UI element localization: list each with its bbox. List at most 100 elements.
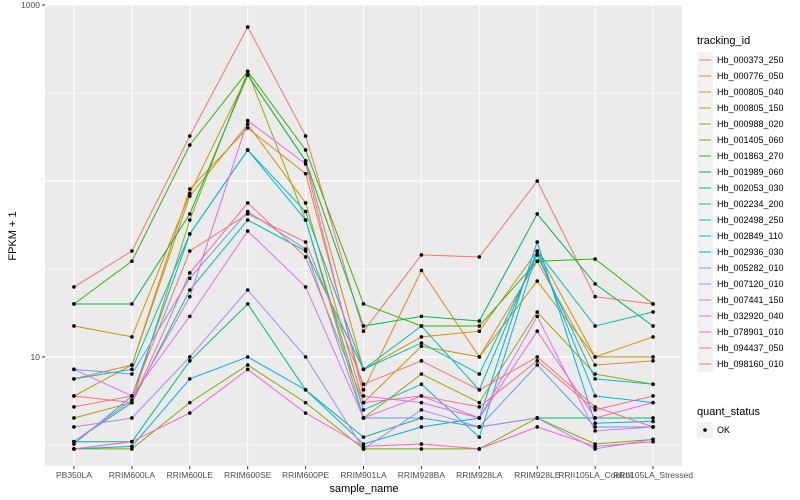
- legend-title: tracking_id: [697, 35, 750, 47]
- data-point: [593, 257, 597, 261]
- data-point: [593, 447, 597, 451]
- data-point: [245, 73, 250, 77]
- data-point: [361, 444, 366, 449]
- data-point: [361, 388, 366, 392]
- data-point: [593, 363, 597, 367]
- legend-label: Hb_001863_270: [717, 151, 784, 161]
- data-point: [130, 444, 134, 449]
- data-point: [535, 355, 540, 359]
- legend-label: Hb_000805_150: [717, 103, 784, 113]
- data-point: [187, 400, 192, 405]
- x-tick-label: RRIM928LE: [514, 470, 561, 480]
- data-point: [130, 400, 134, 405]
- data-point: [187, 232, 192, 236]
- data-point: [419, 442, 424, 446]
- data-point: [303, 201, 308, 205]
- data-point: [535, 249, 540, 253]
- data-point: [651, 355, 655, 359]
- data-point: [361, 302, 366, 306]
- data-point: [245, 288, 250, 292]
- data-point: [535, 416, 540, 420]
- y-axis-title: FPKM + 1: [7, 211, 19, 260]
- data-point: [187, 314, 192, 319]
- legend-label: Hb_005282_010: [717, 263, 784, 273]
- x-tick-label: RRIM901LA: [340, 470, 387, 480]
- data-point: [361, 382, 366, 386]
- data-point: [477, 255, 482, 259]
- data-point: [535, 314, 540, 319]
- data-point: [303, 159, 308, 163]
- x-tick-label: RRIM600SE: [224, 470, 272, 480]
- data-point: [245, 25, 250, 29]
- data-point: [651, 425, 655, 429]
- data-point: [651, 416, 655, 420]
- data-point: [535, 179, 540, 183]
- data-point: [303, 240, 308, 244]
- data-point: [72, 367, 76, 372]
- data-point: [593, 324, 597, 328]
- data-point: [593, 405, 597, 409]
- data-point: [651, 400, 655, 405]
- x-tick-label: RRIM600PE: [282, 470, 330, 480]
- data-point: [651, 394, 655, 398]
- data-point: [477, 400, 482, 405]
- data-point: [477, 447, 482, 451]
- data-point: [419, 372, 424, 376]
- data-point: [419, 425, 424, 429]
- data-point: [245, 212, 250, 216]
- data-point: [187, 294, 192, 299]
- data-point: [593, 408, 597, 412]
- data-point: [187, 271, 192, 275]
- data-point: [651, 382, 655, 386]
- legend-label: Hb_098160_010: [717, 359, 784, 369]
- legend-label: Hb_001405_060: [717, 135, 784, 145]
- data-point: [419, 341, 424, 345]
- data-point: [535, 359, 540, 363]
- data-point: [187, 134, 192, 138]
- data-point: [72, 324, 76, 328]
- data-point: [651, 335, 655, 339]
- legend-label: Hb_000988_020: [717, 119, 784, 129]
- data-point: [303, 134, 308, 138]
- data-point: [419, 253, 424, 257]
- data-point: [535, 259, 540, 263]
- data-point: [593, 429, 597, 433]
- legend-label: Hb_007441_150: [717, 295, 784, 305]
- legend-label: Hb_078901_010: [717, 327, 784, 337]
- y-axis: 10 1000: [21, 0, 45, 362]
- x-tick-label: RRIM928LA: [456, 470, 503, 480]
- data-point: [303, 388, 308, 392]
- data-point: [130, 394, 134, 398]
- data-point: [187, 212, 192, 216]
- data-point: [187, 377, 192, 381]
- data-point: [419, 408, 424, 412]
- legend: tracking_id quant_status Hb_000373_250 Hb…: [697, 35, 784, 438]
- data-point: [245, 118, 250, 123]
- data-point: [477, 435, 482, 439]
- legend-label: Hb_000805_040: [717, 87, 784, 97]
- data-point: [419, 344, 424, 349]
- data-points: [72, 25, 655, 451]
- legend-label: Hb_094437_050: [717, 343, 784, 353]
- data-point: [245, 148, 250, 152]
- data-point: [130, 259, 134, 263]
- shape-legend-point: [703, 428, 707, 432]
- data-point: [477, 416, 482, 420]
- data-point: [245, 229, 250, 233]
- data-point: [361, 435, 366, 439]
- data-point: [245, 302, 250, 306]
- data-point: [72, 405, 76, 409]
- data-point: [477, 405, 482, 409]
- data-point: [303, 355, 308, 359]
- data-point: [419, 394, 424, 398]
- data-point: [245, 122, 250, 127]
- data-point: [187, 359, 192, 363]
- data-point: [477, 425, 482, 429]
- data-point: [419, 447, 424, 451]
- data-point: [593, 421, 597, 426]
- data-point: [130, 367, 134, 372]
- x-tick-label: RRII105LA_Control: [558, 470, 632, 480]
- data-point: [245, 126, 250, 130]
- data-point: [130, 447, 134, 451]
